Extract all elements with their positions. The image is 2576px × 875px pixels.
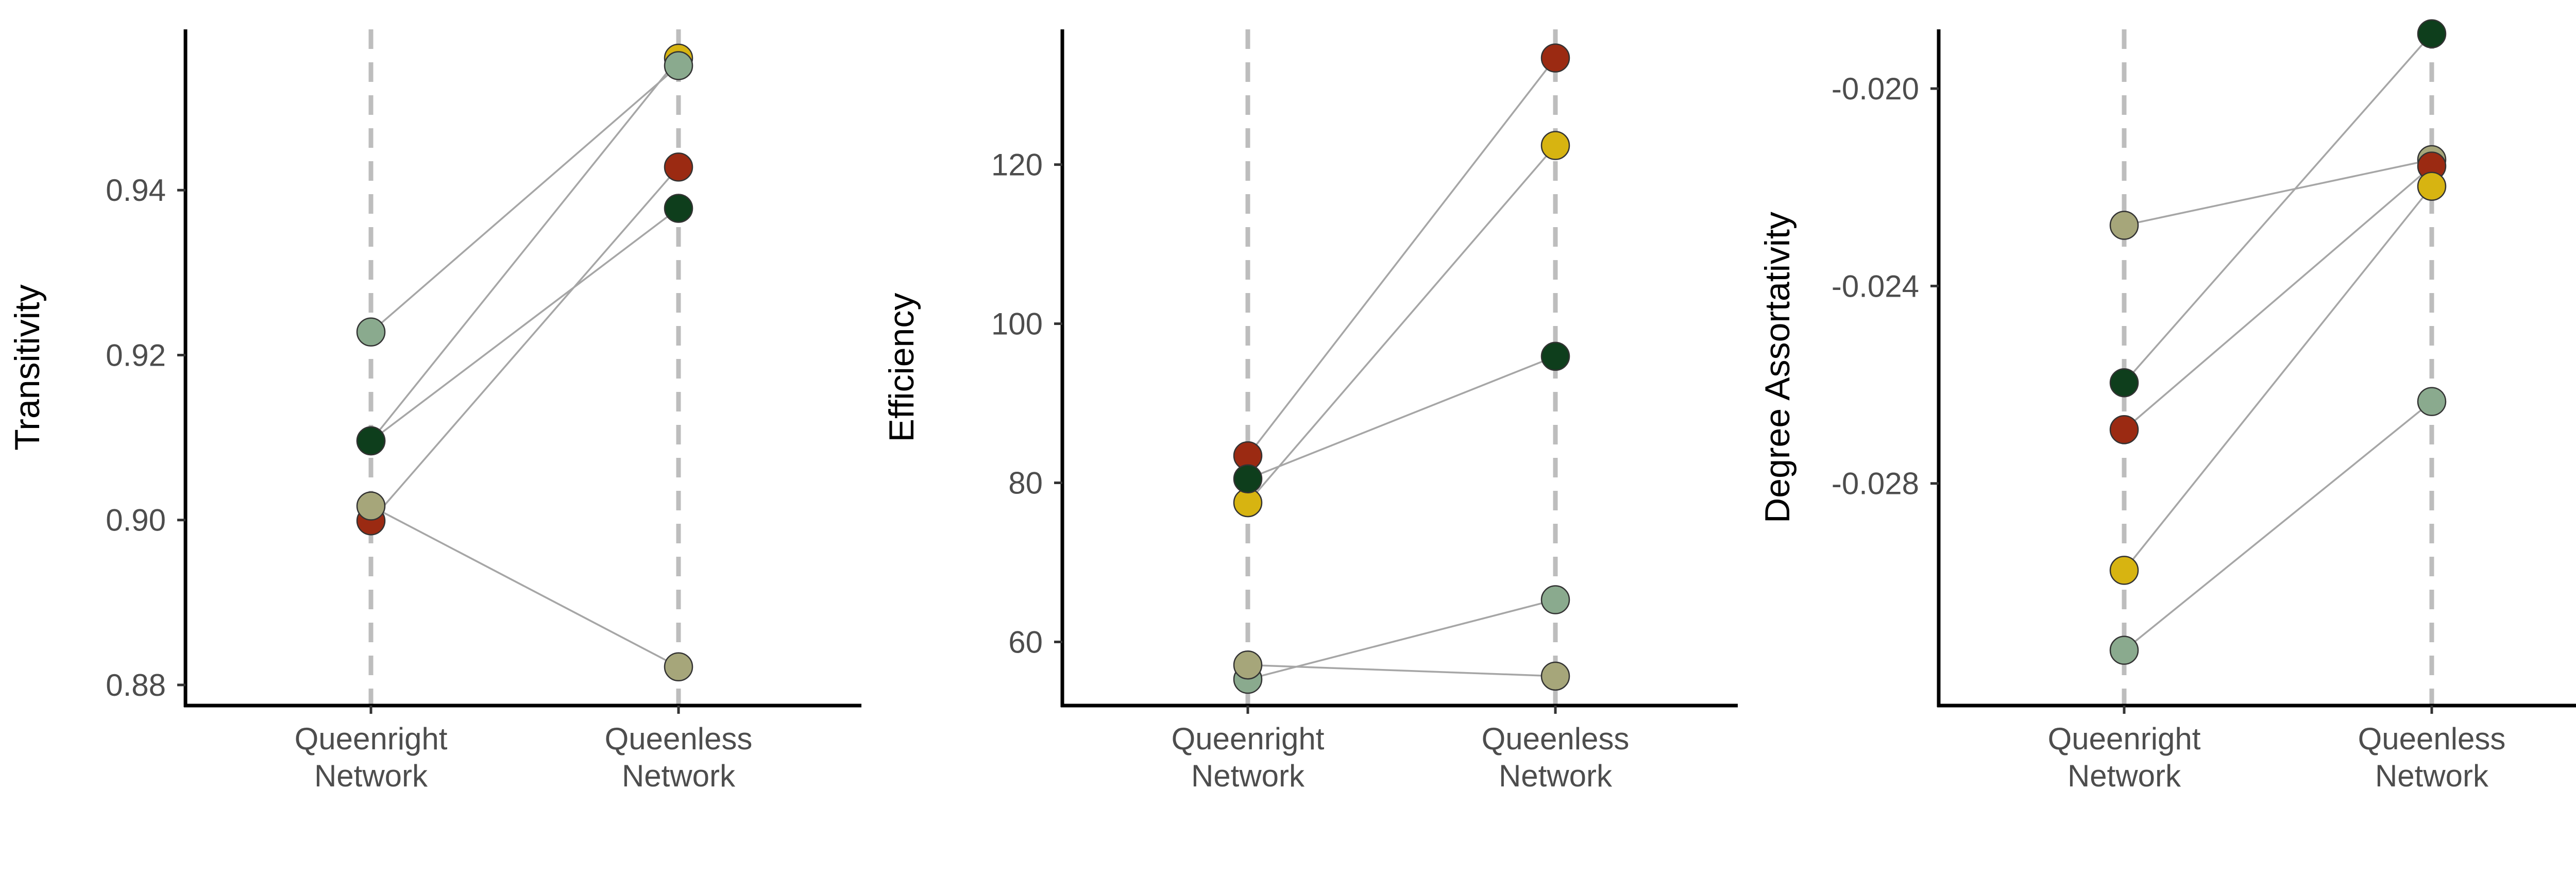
panel-efficiency: 60 80 100 120 Queenright Network Queenless Netw… [882, 29, 1738, 793]
y-tick-label: 120 [991, 148, 1043, 182]
x-tick-label-queenright: Queenright Network [1172, 722, 1325, 793]
pair-line-gold [2123, 185, 2433, 571]
pair-line-dark-green [1247, 355, 1556, 480]
point-red-queenless [1540, 43, 1570, 73]
point-gold-queenright [2109, 556, 2139, 585]
point-olive-queenless [1540, 661, 1570, 691]
y-tick-label: 60 [1008, 625, 1043, 659]
point-red-queenright [2109, 415, 2139, 444]
pair-line-dark-green [370, 208, 680, 442]
point-dark-green-queenright [356, 426, 386, 456]
pair-line-sage [370, 65, 680, 333]
x-tick-label-queenless: Queenless Network [605, 722, 753, 793]
pair-line-olive [2124, 159, 2432, 227]
y-axis-title-efficiency: Efficiency [882, 293, 921, 442]
pair-line-red [1247, 57, 1556, 457]
point-sage-queenless [2417, 387, 2447, 416]
point-olive-queenright [1233, 650, 1263, 680]
panel-transitivity: 0.88 0.90 0.92 0.94 Queenright Network Queenle… [8, 29, 861, 793]
y-tick-label: -0.028 [1832, 467, 1919, 501]
point-dark-green-queenright [1233, 464, 1263, 494]
point-sage-queenless [1540, 585, 1570, 614]
point-sage-queenless [664, 51, 693, 80]
point-gold-queenless [1540, 131, 1570, 160]
point-dark-green-queenless [1540, 341, 1570, 371]
pair-line-dark-green [2123, 33, 2433, 384]
pair-line-olive [1247, 664, 1556, 677]
pair-line-gold [1247, 145, 1556, 504]
x-tick-label-queenless: Queenless Network [2358, 722, 2506, 793]
y-tick-label: -0.020 [1832, 72, 1919, 106]
y-tick-label: 80 [1008, 466, 1043, 500]
y-tick-label: 100 [991, 307, 1043, 341]
y-tick-label: 0.92 [106, 338, 166, 372]
point-dark-green-queenright [2109, 368, 2139, 398]
y-tick-label: -0.024 [1832, 269, 1919, 303]
point-olive-queenless [664, 652, 693, 681]
pair-line-red [370, 166, 680, 522]
x-tick-label-queenless: Queenless Network [1482, 722, 1630, 793]
point-sage-queenright [356, 317, 386, 347]
y-tick-label: 0.94 [106, 173, 166, 208]
point-olive-queenright [356, 491, 386, 521]
y-tick-label: 0.88 [106, 668, 166, 702]
point-red-queenless [664, 152, 693, 182]
point-gold-queenless [2417, 171, 2447, 201]
y-axis-title-degree-assortativity: Degree Assortativity [1758, 212, 1797, 523]
panel-degree-assortativity: -0.028 -0.024 -0.020 Queenright Network Queen… [1758, 19, 2576, 793]
pair-line-sage [2123, 401, 2433, 651]
pair-line-gold [370, 57, 680, 442]
pair-line-red [2123, 165, 2433, 431]
point-olive-queenright [2109, 211, 2139, 240]
point-dark-green-queenless [664, 194, 693, 223]
point-dark-green-queenless [2417, 19, 2447, 48]
x-tick-label-queenright: Queenright Network [2048, 722, 2201, 793]
y-axis-title-transitivity: Transitivity [8, 284, 47, 450]
y-tick-label: 0.90 [106, 503, 166, 538]
point-sage-queenright [2109, 636, 2139, 665]
pair-line-olive [370, 505, 679, 668]
x-tick-label-queenright: Queenright Network [295, 722, 448, 793]
